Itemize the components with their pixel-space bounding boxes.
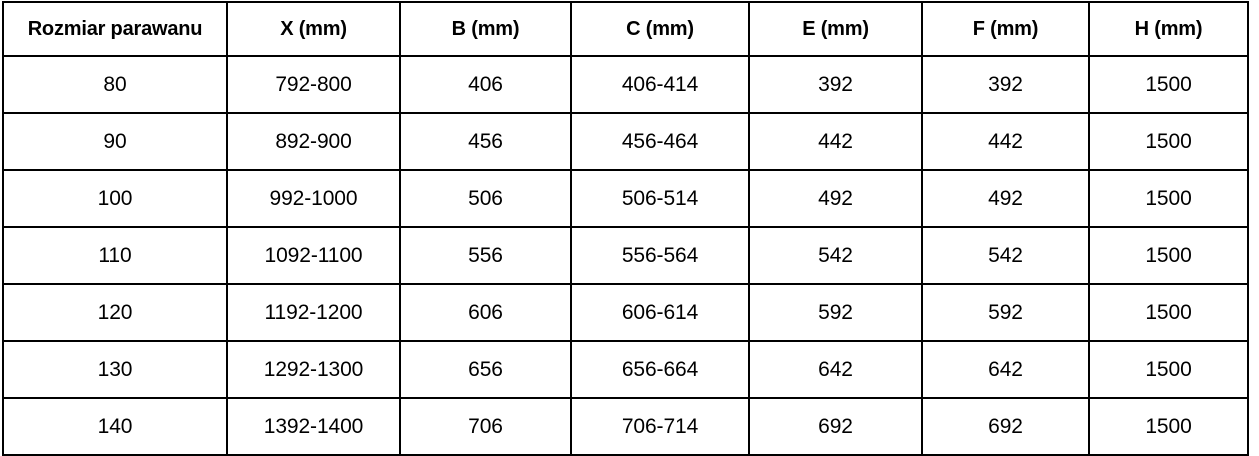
cell-rozmiar-parawanu: 130 <box>2 340 228 399</box>
column-header-f: F (mm) <box>921 1 1090 57</box>
table-header: Rozmiar parawanu X (mm) B (mm) C (mm) E … <box>2 1 1249 57</box>
cell-b: 706 <box>399 397 572 456</box>
table-row: 120 1192-1200 606 606-614 592 592 1500 <box>2 283 1249 342</box>
cell-x: 792-800 <box>226 55 401 114</box>
cell-x: 1192-1200 <box>226 283 401 342</box>
cell-b: 556 <box>399 226 572 285</box>
cell-e: 542 <box>748 226 923 285</box>
cell-f: 442 <box>921 112 1090 171</box>
cell-c: 406-414 <box>570 55 750 114</box>
column-header-x: X (mm) <box>226 1 401 57</box>
cell-h: 1500 <box>1088 397 1249 456</box>
cell-h: 1500 <box>1088 283 1249 342</box>
column-header-rozmiar-parawanu: Rozmiar parawanu <box>2 1 228 57</box>
column-header-e: E (mm) <box>748 1 923 57</box>
cell-b: 406 <box>399 55 572 114</box>
column-header-b: B (mm) <box>399 1 572 57</box>
cell-x: 1092-1100 <box>226 226 401 285</box>
table-row: 110 1092-1100 556 556-564 542 542 1500 <box>2 226 1249 285</box>
cell-b: 606 <box>399 283 572 342</box>
cell-h: 1500 <box>1088 169 1249 228</box>
cell-f: 542 <box>921 226 1090 285</box>
column-header-c: C (mm) <box>570 1 750 57</box>
cell-h: 1500 <box>1088 112 1249 171</box>
cell-h: 1500 <box>1088 55 1249 114</box>
cell-rozmiar-parawanu: 120 <box>2 283 228 342</box>
cell-h: 1500 <box>1088 340 1249 399</box>
table-row: 130 1292-1300 656 656-664 642 642 1500 <box>2 340 1249 399</box>
cell-b: 656 <box>399 340 572 399</box>
cell-c: 706-714 <box>570 397 750 456</box>
table-row: 100 992-1000 506 506-514 492 492 1500 <box>2 169 1249 228</box>
cell-c: 506-514 <box>570 169 750 228</box>
table-header-row: Rozmiar parawanu X (mm) B (mm) C (mm) E … <box>2 1 1249 57</box>
cell-rozmiar-parawanu: 100 <box>2 169 228 228</box>
cell-f: 692 <box>921 397 1090 456</box>
cell-c: 456-464 <box>570 112 750 171</box>
cell-e: 392 <box>748 55 923 114</box>
cell-c: 656-664 <box>570 340 750 399</box>
cell-f: 642 <box>921 340 1090 399</box>
table-row: 80 792-800 406 406-414 392 392 1500 <box>2 55 1249 114</box>
column-header-h: H (mm) <box>1088 1 1249 57</box>
cell-e: 492 <box>748 169 923 228</box>
table-row: 90 892-900 456 456-464 442 442 1500 <box>2 112 1249 171</box>
cell-rozmiar-parawanu: 90 <box>2 112 228 171</box>
cell-x: 992-1000 <box>226 169 401 228</box>
cell-x: 892-900 <box>226 112 401 171</box>
table-body: 80 792-800 406 406-414 392 392 1500 90 8… <box>2 55 1249 456</box>
cell-rozmiar-parawanu: 80 <box>2 55 228 114</box>
cell-h: 1500 <box>1088 226 1249 285</box>
cell-rozmiar-parawanu: 110 <box>2 226 228 285</box>
cell-b: 506 <box>399 169 572 228</box>
cell-f: 492 <box>921 169 1090 228</box>
cell-e: 642 <box>748 340 923 399</box>
cell-x: 1392-1400 <box>226 397 401 456</box>
cell-c: 556-564 <box>570 226 750 285</box>
cell-b: 456 <box>399 112 572 171</box>
cell-e: 592 <box>748 283 923 342</box>
cell-f: 592 <box>921 283 1090 342</box>
table-row: 140 1392-1400 706 706-714 692 692 1500 <box>2 397 1249 456</box>
cell-rozmiar-parawanu: 140 <box>2 397 228 456</box>
cell-f: 392 <box>921 55 1090 114</box>
cell-x: 1292-1300 <box>226 340 401 399</box>
cell-c: 606-614 <box>570 283 750 342</box>
cell-e: 692 <box>748 397 923 456</box>
cell-e: 442 <box>748 112 923 171</box>
